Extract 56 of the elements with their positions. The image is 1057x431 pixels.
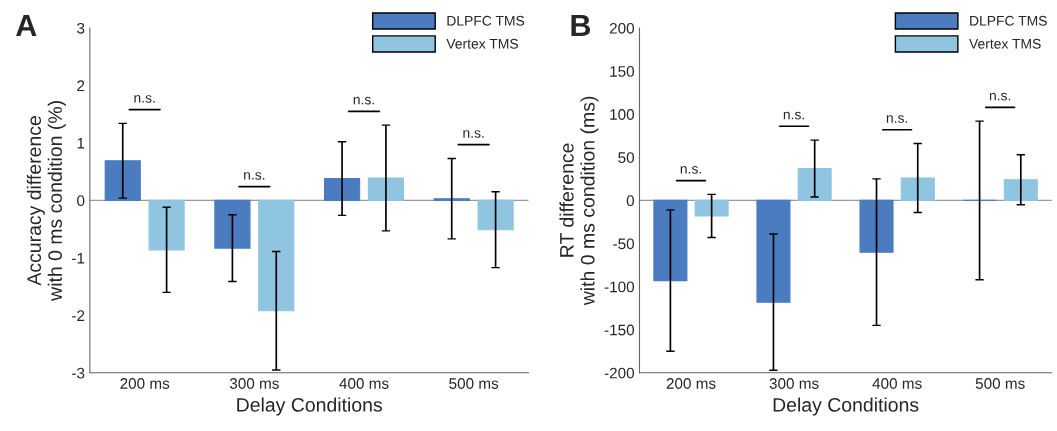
- legend-label: DLPFC TMS: [447, 15, 525, 26]
- x-tick-label: 500 ms: [975, 378, 1025, 389]
- y-tick-label: 3: [77, 22, 85, 34]
- annotation: n.s.: [989, 92, 1011, 101]
- bar: [797, 167, 832, 201]
- y-tick-label: -3: [72, 367, 85, 379]
- y-tick-label: -2: [72, 310, 85, 321]
- y-tick-label: 0: [626, 195, 635, 207]
- annotation: n.s.: [886, 115, 908, 123]
- y-axis-title: Accuracy difference with 0 ms condition (%): [26, 101, 66, 301]
- bar: [258, 199, 295, 312]
- y-tick-label: -200: [604, 367, 635, 379]
- y-tick-label: 200: [609, 22, 635, 34]
- legend-label: Vertex TMS: [446, 38, 518, 49]
- y-tick-label: 2: [77, 80, 85, 92]
- bar: [148, 199, 185, 251]
- x-tick-label: 300 ms: [229, 378, 279, 389]
- bar: [900, 177, 935, 201]
- y-tick-label: -100: [604, 281, 635, 293]
- y-tick-label: 100: [610, 109, 635, 120]
- y-tick-label: -50: [613, 238, 635, 250]
- x-tick-label: 400 ms: [872, 378, 922, 389]
- bar: [1003, 179, 1038, 201]
- x-tick-label: 500 ms: [449, 378, 499, 389]
- x-axis-title: Delay Conditions: [773, 397, 919, 416]
- x-tick-label: 200 ms: [666, 378, 716, 389]
- annotation: n.s.: [680, 166, 701, 174]
- y-tick-label: 150: [610, 65, 635, 77]
- y-tick-label: 0: [77, 195, 85, 207]
- chart-title: A: [16, 14, 37, 36]
- annotation: n.s.: [783, 111, 804, 120]
- y-tick-label: 1: [77, 137, 85, 149]
- y-tick-label: -150: [604, 324, 635, 336]
- y-tick-label: 50: [618, 152, 635, 163]
- bar: [694, 199, 729, 217]
- annotation: n.s.: [134, 95, 155, 103]
- legend-label: Vertex TMS: [969, 38, 1041, 49]
- bar: [367, 177, 405, 201]
- bar: [104, 160, 141, 201]
- annotation: n.s.: [463, 130, 484, 138]
- x-tick-label: 400 ms: [339, 378, 389, 389]
- x-tick-label: 300 ms: [769, 378, 819, 389]
- y-tick-label: -1: [72, 252, 85, 264]
- bar: [859, 199, 894, 253]
- bar: [214, 199, 251, 249]
- x-axis-title: Delay Conditions: [237, 397, 382, 416]
- chart-title: B: [571, 14, 591, 36]
- bar: [653, 199, 688, 282]
- annotation: n.s.: [244, 172, 265, 180]
- bar: [756, 199, 791, 303]
- bar: [477, 199, 514, 231]
- bar: [323, 178, 361, 201]
- x-tick-label: 200 ms: [120, 378, 170, 389]
- legend-label: DLPFC TMS: [970, 15, 1047, 26]
- y-axis-title: RT difference with 0 ms condition (ms): [559, 96, 599, 306]
- annotation: n.s.: [353, 96, 374, 105]
